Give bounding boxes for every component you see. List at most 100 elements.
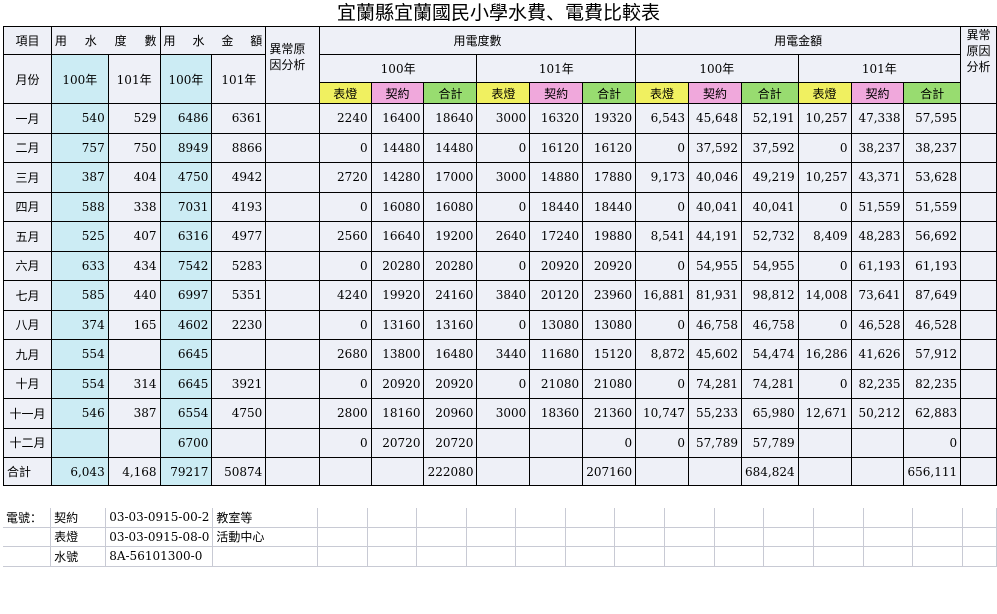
eu100-cell: 24160: [423, 280, 478, 311]
header-eu101: 101年: [476, 54, 637, 83]
ea101-cell: 10,257: [797, 162, 852, 193]
ea101-cell: [797, 427, 852, 458]
eu100-cell: 13160: [370, 309, 425, 340]
ea100-cell: 0: [635, 132, 690, 163]
eu100-cell: 0: [318, 191, 372, 222]
header-meter: 表燈: [318, 82, 372, 104]
eu101-cell: 0: [476, 368, 531, 399]
water-units-101-cell: 434: [107, 250, 161, 281]
reason-cell: [960, 427, 997, 458]
empty-cell: [714, 508, 765, 528]
ea100-cell: 37,592: [688, 132, 742, 163]
ea101-cell: 43,371: [850, 162, 905, 193]
empty-cell: [565, 546, 616, 567]
ea100-cell: 10,747: [635, 398, 690, 429]
ea100-cell: 0: [635, 427, 690, 458]
water-units-101-cell: 387: [107, 398, 161, 429]
eu100-cell: 2680: [318, 339, 372, 370]
note-number: 03-03-0915-00-2: [105, 508, 214, 528]
ea100-cell: 74,281: [740, 368, 799, 399]
empty-cell: [416, 508, 467, 528]
reason-cell: [960, 132, 997, 163]
water-amount-101-cell: 8866: [211, 132, 267, 163]
table-row: 十一月 546 387 6554 4750 2800 18160 20960 3000 18360…: [3, 398, 997, 429]
water-units-100-cell: [50, 427, 109, 458]
header-contract: 契約: [850, 82, 905, 104]
ea100-cell: 8,541: [635, 221, 690, 252]
note-location: [212, 546, 318, 567]
ea101-cell: 14,008: [797, 280, 852, 311]
water-amount-101-cell: [211, 339, 267, 370]
eu101-cell: 19320: [582, 103, 637, 134]
empty-cell: [466, 527, 517, 547]
water-units-101-cell: [107, 339, 161, 370]
reason-cell: [960, 250, 997, 281]
header-meter: 表燈: [635, 82, 690, 104]
page-title: 宜蘭縣宜蘭國民小學水費、電費比較表: [336, 2, 660, 24]
water-units-100-cell: 525: [50, 221, 109, 252]
water-units-101-cell: 750: [107, 132, 161, 163]
water-amount-100-cell: 6645: [159, 339, 213, 370]
ea100-cell: 98,812: [740, 280, 799, 311]
month-cell: 一月: [3, 103, 52, 134]
total-label: 合計: [3, 457, 52, 486]
eu101-cell: 13080: [582, 309, 637, 340]
empty-cell: [317, 546, 369, 567]
eu101-cell: 20920: [582, 250, 637, 281]
ea101-cell: 50,212: [850, 398, 905, 429]
total-eu101-cell: [529, 457, 584, 486]
ea100-cell: 54,474: [740, 339, 799, 370]
ea100-cell: 81,931: [688, 280, 742, 311]
header-ea100: 100年: [635, 54, 799, 83]
ea101-cell: 82,235: [850, 368, 905, 399]
ea101-cell: 38,237: [850, 132, 905, 163]
table-row: 一月 540 529 6486 6361 2240 16400 18640 3000 16320 1…: [3, 103, 997, 134]
note-row: 表燈 03-03-0915-08-0 活動中心: [3, 527, 997, 547]
eu100-cell: 20720: [423, 427, 478, 458]
water-amount-100-cell: 6997: [159, 280, 213, 311]
reason-cell: [960, 457, 997, 486]
header-contract: 契約: [370, 82, 425, 104]
total-eu101-cell: 207160: [582, 457, 637, 486]
eu101-cell: 17880: [582, 162, 637, 193]
month-cell: 八月: [3, 309, 52, 340]
eu101-cell: 19880: [582, 221, 637, 252]
header-total: 合計: [423, 82, 478, 104]
note-location: 活動中心: [212, 527, 318, 547]
header-month: 月份: [3, 54, 52, 104]
ea101-cell: 41,626: [850, 339, 905, 370]
water-units-100-cell: 585: [50, 280, 109, 311]
water-amount-101-cell: 3921: [211, 368, 267, 399]
empty-cell: [416, 527, 467, 547]
note-location: 教室等: [212, 508, 318, 528]
ea101-cell: 51,559: [903, 191, 962, 222]
eu101-cell: 18440: [529, 191, 584, 222]
empty-cell: [863, 508, 914, 528]
header-total: 合計: [740, 82, 799, 104]
ea101-cell: 0: [797, 309, 852, 340]
eu100-cell: 20920: [370, 368, 425, 399]
empty-cell: [565, 508, 616, 528]
ea100-cell: 55,233: [688, 398, 742, 429]
eu101-cell: 20120: [529, 280, 584, 311]
eu101-cell: 20920: [529, 250, 584, 281]
reason-cell: [960, 280, 997, 311]
eu100-cell: 19920: [370, 280, 425, 311]
water-units-101-cell: 407: [107, 221, 161, 252]
note-label: [3, 546, 52, 567]
water-amount-100-cell: 6554: [159, 398, 213, 429]
eu101-cell: 16120: [582, 132, 637, 163]
header-water-units: 用水度數: [50, 26, 161, 55]
total-eu100-cell: 222080: [423, 457, 478, 486]
eu101-cell: 0: [476, 191, 531, 222]
water-units-101-cell: 404: [107, 162, 161, 193]
ea101-cell: 0: [903, 427, 962, 458]
ea100-cell: 57,789: [740, 427, 799, 458]
empty-cell: [813, 527, 864, 547]
water-amount-101-cell: 2230: [211, 309, 267, 340]
eu101-cell: 16120: [529, 132, 584, 163]
eu101-cell: 21360: [582, 398, 637, 429]
ea100-cell: 54,955: [740, 250, 799, 281]
ea101-cell: 0: [797, 132, 852, 163]
note-type: 表燈: [50, 527, 107, 547]
